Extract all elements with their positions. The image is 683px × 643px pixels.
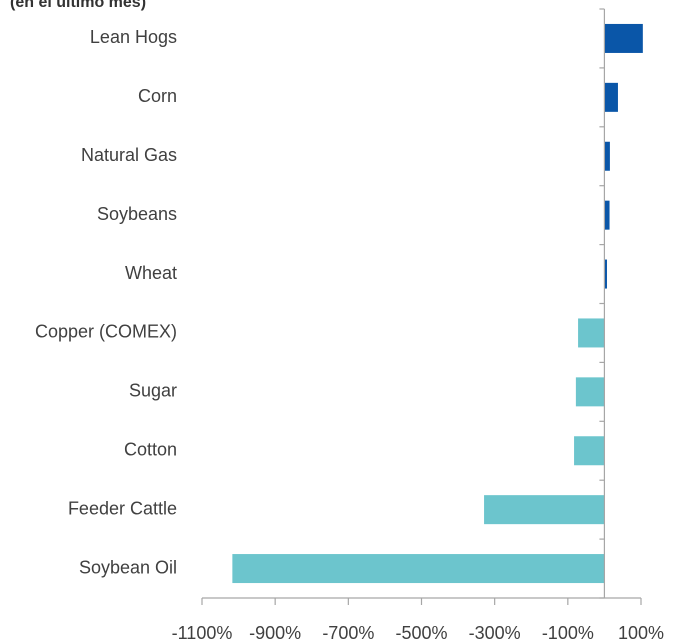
y-tick-label: Wheat [125,263,177,283]
y-tick-label: Natural Gas [81,145,177,165]
y-tick-label: Corn [138,86,177,106]
bar [575,377,605,407]
y-tick-label: Lean Hogs [90,27,177,47]
y-tick-label: Cotton [124,440,177,460]
x-tick-label: 100% [618,623,664,643]
bar [604,82,618,112]
x-tick-label: -100% [542,623,594,643]
y-tick-label: Soybean Oil [79,557,177,577]
bar [484,495,605,525]
bar [574,436,605,466]
bar [604,259,607,289]
x-tick-label: -500% [395,623,447,643]
x-tick-label: -300% [469,623,521,643]
y-tick-label: Feeder Cattle [68,498,177,518]
x-tick-label: -1100% [172,623,233,643]
bar [578,318,605,348]
chart-subtitle: (en el último mes) [10,0,146,11]
bar [604,200,610,230]
bar [604,141,610,171]
y-tick-label: Soybeans [97,204,177,224]
x-tick-label: -900% [249,623,301,643]
x-tick-label: -700% [322,623,374,643]
bar [232,554,605,584]
bar [604,23,643,53]
y-tick-label: Sugar [129,381,177,401]
y-tick-label: Copper (COMEX) [35,322,177,342]
